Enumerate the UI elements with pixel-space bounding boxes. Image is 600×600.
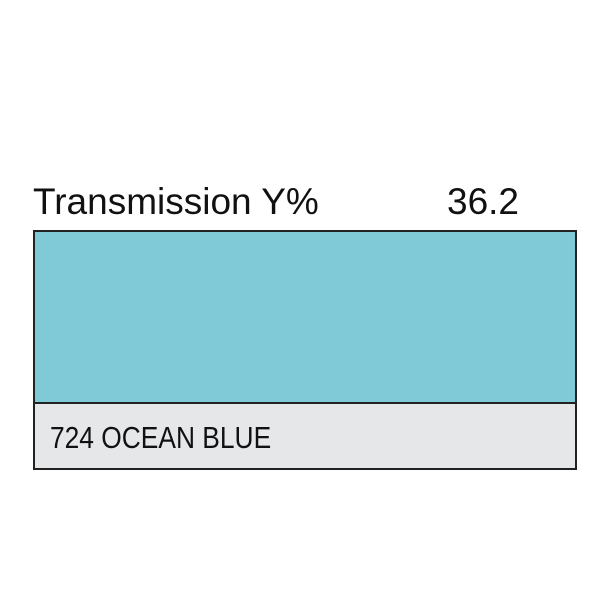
transmission-label: Transmission Y% [33,181,319,222]
swatch-label-area: 724 OCEAN BLUE [35,404,575,468]
color-swatch [35,232,575,404]
transmission-value: 36.2 [447,181,520,222]
swatch-card: 724 OCEAN BLUE [33,230,577,470]
swatch-name: 724 OCEAN BLUE [50,420,272,455]
